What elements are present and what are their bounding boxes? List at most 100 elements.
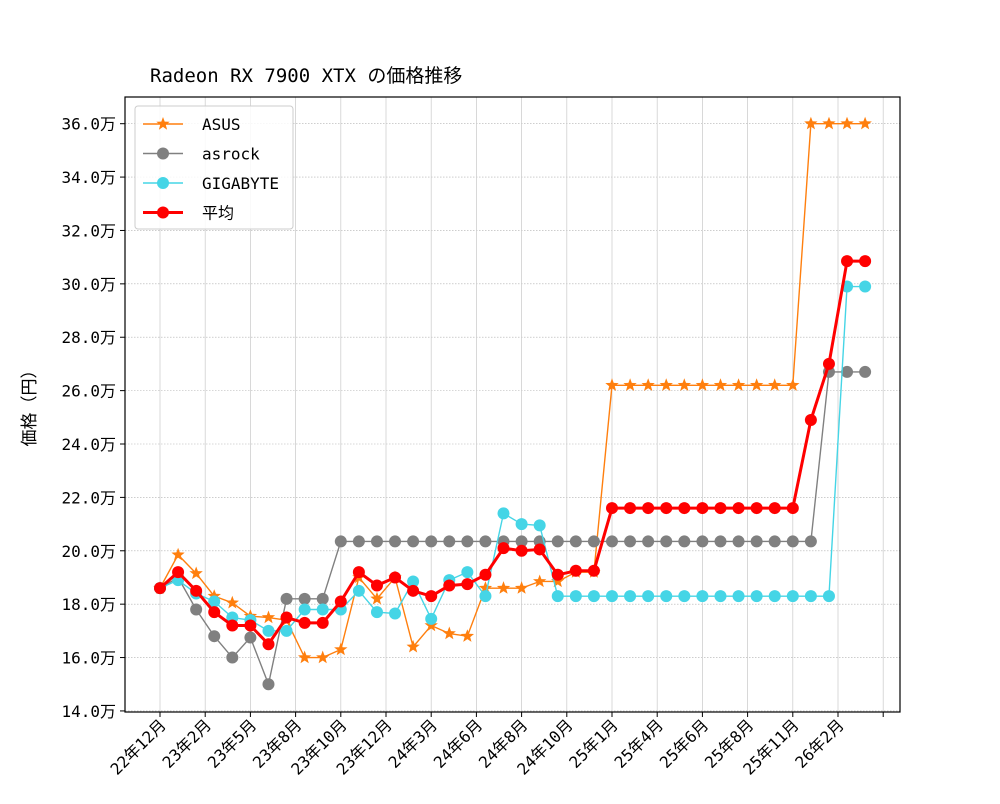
data-point bbox=[714, 535, 727, 548]
legend-item: 平均 bbox=[143, 204, 234, 223]
data-point-star bbox=[713, 378, 728, 391]
data-point bbox=[370, 579, 383, 592]
data-point bbox=[768, 590, 781, 603]
data-point bbox=[461, 578, 474, 591]
data-point bbox=[642, 502, 655, 515]
data-point-star bbox=[316, 650, 330, 664]
data-point bbox=[461, 535, 474, 548]
legend-label: GIGABYTE bbox=[202, 174, 279, 193]
data-point bbox=[841, 255, 854, 268]
data-point-star bbox=[533, 574, 547, 588]
data-point-star bbox=[406, 639, 420, 653]
data-point bbox=[389, 535, 402, 548]
data-point bbox=[226, 619, 239, 632]
legend-label: asrock bbox=[202, 145, 260, 164]
data-point bbox=[696, 535, 709, 548]
data-point bbox=[352, 566, 365, 579]
data-point bbox=[859, 280, 872, 293]
data-point bbox=[407, 575, 420, 588]
data-point bbox=[280, 611, 293, 624]
data-point bbox=[515, 518, 528, 531]
data-point bbox=[352, 535, 365, 548]
data-point-star bbox=[189, 566, 203, 580]
data-point-star bbox=[677, 378, 691, 391]
data-point bbox=[624, 535, 637, 548]
data-point bbox=[370, 606, 383, 619]
y-tick-label: 36.0万 bbox=[61, 115, 116, 134]
data-point-star bbox=[460, 629, 474, 642]
y-tick-label: 34.0万 bbox=[61, 168, 116, 187]
data-point bbox=[298, 592, 311, 605]
data-point bbox=[714, 590, 727, 603]
data-point-star bbox=[641, 378, 655, 391]
y-tick-label: 20.0万 bbox=[61, 542, 116, 561]
y-tick-label: 32.0万 bbox=[61, 221, 116, 240]
data-point bbox=[750, 535, 763, 548]
data-point bbox=[822, 357, 835, 370]
data-point-star bbox=[478, 581, 493, 594]
data-point bbox=[678, 535, 691, 548]
data-point bbox=[515, 535, 528, 548]
data-point bbox=[804, 590, 817, 603]
data-point bbox=[407, 584, 420, 597]
data-point bbox=[750, 590, 763, 603]
data-point-star bbox=[731, 378, 746, 391]
data-point bbox=[461, 566, 474, 579]
legend-star-marker bbox=[156, 117, 170, 130]
data-point bbox=[316, 592, 329, 605]
data-point bbox=[587, 564, 600, 577]
series-group bbox=[153, 116, 872, 691]
data-point bbox=[786, 535, 799, 548]
legend-circle-marker bbox=[157, 177, 169, 189]
data-point bbox=[696, 590, 709, 603]
data-point bbox=[606, 590, 618, 603]
data-point bbox=[298, 603, 311, 616]
legend-item: GIGABYTE bbox=[143, 174, 279, 193]
data-point-star bbox=[298, 650, 312, 664]
data-point-star bbox=[750, 378, 764, 391]
data-point bbox=[226, 651, 239, 664]
data-point bbox=[208, 606, 221, 619]
legend-label: 平均 bbox=[202, 204, 234, 223]
data-point bbox=[280, 592, 293, 605]
data-point-star bbox=[442, 626, 456, 640]
data-point bbox=[425, 535, 438, 548]
legend-item: ASUS bbox=[143, 115, 241, 134]
data-point bbox=[208, 595, 221, 608]
data-point-star bbox=[424, 618, 438, 632]
data-point bbox=[479, 568, 492, 581]
grid bbox=[125, 97, 900, 712]
y-tick-label: 22.0万 bbox=[61, 488, 116, 507]
data-point bbox=[551, 568, 564, 581]
data-point bbox=[768, 502, 781, 515]
data-point bbox=[262, 638, 275, 651]
legend: ASUS asrock GIGABYTE 平均 bbox=[134, 105, 294, 230]
data-point-star bbox=[496, 581, 511, 594]
data-point bbox=[587, 535, 600, 548]
data-point-star bbox=[768, 378, 782, 391]
data-point bbox=[443, 579, 456, 592]
legend-circle-marker bbox=[157, 206, 169, 219]
data-point-star bbox=[551, 574, 565, 588]
data-point bbox=[316, 616, 329, 629]
plot-frame bbox=[124, 96, 901, 713]
data-point bbox=[696, 502, 709, 515]
data-point bbox=[786, 590, 799, 603]
data-point bbox=[154, 582, 166, 595]
data-point bbox=[443, 535, 456, 548]
data-point bbox=[642, 535, 655, 548]
data-point bbox=[841, 365, 854, 378]
series-line bbox=[159, 371, 866, 685]
data-point bbox=[569, 564, 582, 577]
data-point-star bbox=[261, 610, 276, 624]
data-point bbox=[497, 542, 510, 555]
data-point bbox=[678, 590, 691, 603]
data-point bbox=[208, 630, 221, 643]
data-point-star bbox=[804, 116, 818, 130]
data-point bbox=[624, 590, 637, 603]
data-point bbox=[244, 619, 257, 632]
data-point bbox=[334, 535, 347, 548]
data-point bbox=[316, 603, 329, 616]
data-point bbox=[389, 607, 402, 620]
legend-circle-marker bbox=[157, 147, 169, 160]
